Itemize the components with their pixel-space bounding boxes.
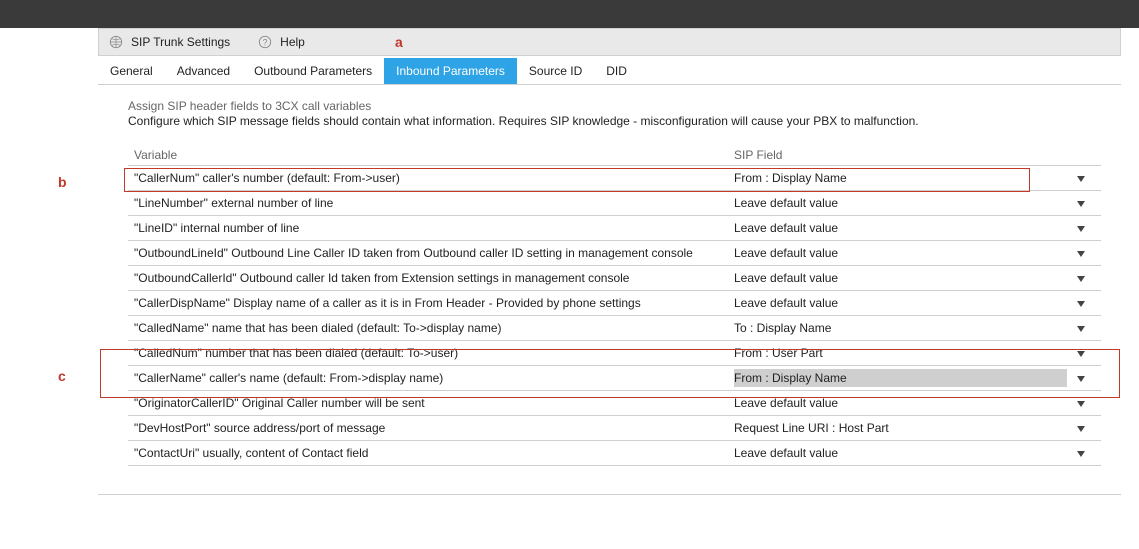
window-titlebar [0,0,1139,28]
cell-sip-field[interactable]: From : Display Name [734,171,1067,185]
chevron-down-icon [1077,451,1085,457]
cell-sip-field[interactable]: Leave default value [734,246,1067,260]
cell-variable: "CallerName" caller's name (default: Fro… [134,371,734,385]
cell-sip-field[interactable]: Leave default value [734,196,1067,210]
globe-icon [109,35,123,49]
cell-variable: "CallerNum" caller's number (default: Fr… [134,171,734,185]
table-row[interactable]: "LineNumber" external number of lineLeav… [128,191,1101,216]
tab-advanced[interactable]: Advanced [165,58,242,84]
toolbar-title: SIP Trunk Settings [131,35,230,49]
col-header-variable: Variable [134,148,734,162]
table-row[interactable]: "LineID" internal number of lineLeave de… [128,216,1101,241]
cell-sip-field[interactable]: Leave default value [734,221,1067,235]
dropdown-button[interactable] [1067,346,1095,360]
tab-did[interactable]: DID [594,58,639,84]
content-panel: Assign SIP header fields to 3CX call var… [98,85,1121,470]
cell-variable: "LineNumber" external number of line [134,196,734,210]
dropdown-button[interactable] [1067,246,1095,260]
help-label[interactable]: Help [280,35,305,49]
chevron-down-icon [1077,376,1085,382]
tab-inbound-parameters[interactable]: Inbound Parameters [384,58,517,84]
cell-variable: "LineID" internal number of line [134,221,734,235]
dropdown-button[interactable] [1067,271,1095,285]
chevron-down-icon [1077,301,1085,307]
annotation-a: a [395,34,403,50]
chevron-down-icon [1077,226,1085,232]
table-row[interactable]: "OutboundCallerId" Outbound caller Id ta… [128,266,1101,291]
table-row[interactable]: "CalledName" name that has been dialed (… [128,316,1101,341]
cell-variable: "OriginatorCallerID" Original Caller num… [134,396,734,410]
tab-strip: GeneralAdvancedOutbound ParametersInboun… [98,58,1121,85]
cell-variable: "OutboundCallerId" Outbound caller Id ta… [134,271,734,285]
cell-variable: "DevHostPort" source address/port of mes… [134,421,734,435]
cell-sip-field[interactable]: Leave default value [734,396,1067,410]
chevron-down-icon [1077,201,1085,207]
annotation-c: c [58,368,66,384]
dropdown-button[interactable] [1067,396,1095,410]
table-row[interactable]: "CallerDispName" Display name of a calle… [128,291,1101,316]
dropdown-button[interactable] [1067,371,1095,385]
section-heading: Assign SIP header fields to 3CX call var… [128,99,1101,113]
chevron-down-icon [1077,426,1085,432]
table-header: Variable SIP Field [128,144,1101,166]
cell-sip-field[interactable]: Request Line URI : Host Part [734,421,1067,435]
table-row[interactable]: "CallerName" caller's name (default: Fro… [128,366,1101,391]
dropdown-button[interactable] [1067,221,1095,235]
cell-sip-field[interactable]: Leave default value [734,446,1067,460]
chevron-down-icon [1077,176,1085,182]
table-row[interactable]: "OriginatorCallerID" Original Caller num… [128,391,1101,416]
tab-outbound-parameters[interactable]: Outbound Parameters [242,58,384,84]
dropdown-button[interactable] [1067,171,1095,185]
tab-source-id[interactable]: Source ID [517,58,594,84]
cell-variable: "CalledName" name that has been dialed (… [134,321,734,335]
cell-sip-field[interactable]: Leave default value [734,271,1067,285]
chevron-down-icon [1077,326,1085,332]
col-header-sipfield: SIP Field [734,148,1067,162]
table-row[interactable]: "OutboundLineId" Outbound Line Caller ID… [128,241,1101,266]
toolbar: SIP Trunk Settings ? Help a [98,28,1121,56]
section-subheading: Configure which SIP message fields shoul… [128,114,1101,128]
dropdown-button[interactable] [1067,421,1095,435]
chevron-down-icon [1077,276,1085,282]
dropdown-button[interactable] [1067,321,1095,335]
dropdown-button[interactable] [1067,196,1095,210]
annotation-b: b [58,174,67,190]
table-row[interactable]: "ContactUri" usually, content of Contact… [128,441,1101,466]
dropdown-button[interactable] [1067,446,1095,460]
cell-variable: "CallerDispName" Display name of a calle… [134,296,734,310]
cell-sip-field[interactable]: From : Display Name [734,369,1067,387]
dropdown-button[interactable] [1067,296,1095,310]
chevron-down-icon [1077,351,1085,357]
svg-text:?: ? [263,38,268,48]
table-body: "CallerNum" caller's number (default: Fr… [128,166,1101,466]
table-row[interactable]: "CalledNum" number that has been dialed … [128,341,1101,366]
table-row[interactable]: "DevHostPort" source address/port of mes… [128,416,1101,441]
cell-sip-field[interactable]: From : User Part [734,346,1067,360]
cell-variable: "OutboundLineId" Outbound Line Caller ID… [134,246,734,260]
chevron-down-icon [1077,251,1085,257]
cell-sip-field[interactable]: To : Display Name [734,321,1067,335]
cell-variable: "ContactUri" usually, content of Contact… [134,446,734,460]
tab-general[interactable]: General [98,58,165,84]
help-icon[interactable]: ? [258,35,272,49]
chevron-down-icon [1077,401,1085,407]
cell-variable: "CalledNum" number that has been dialed … [134,346,734,360]
table-row[interactable]: "CallerNum" caller's number (default: Fr… [128,166,1101,191]
cell-sip-field[interactable]: Leave default value [734,296,1067,310]
